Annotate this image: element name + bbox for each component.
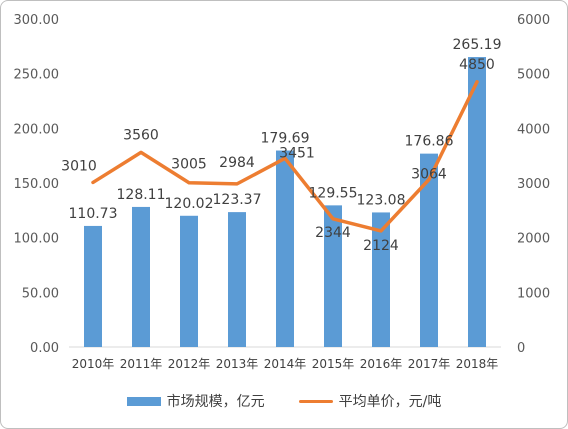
bar-data-label: 123.08 xyxy=(357,192,406,208)
line-data-label: 3064 xyxy=(411,167,447,183)
line-data-label: 3005 xyxy=(171,157,207,173)
bar xyxy=(420,153,438,347)
y-right-tick-label: 1000 xyxy=(517,286,550,301)
y-left-tick-label: 150.00 xyxy=(14,177,60,192)
y-right-tick-label: 4000 xyxy=(517,122,550,137)
y-right-tick-label: 3000 xyxy=(517,177,550,192)
bar-data-label: 128.11 xyxy=(117,187,166,203)
bar xyxy=(132,206,150,347)
line-data-label: 3560 xyxy=(123,127,159,143)
x-tick-label: 2014年 xyxy=(264,357,307,371)
x-tick-label: 2015年 xyxy=(312,357,355,371)
legend-swatch-line xyxy=(298,399,333,403)
line-point xyxy=(379,229,383,233)
line-point xyxy=(139,150,143,154)
y-right-tick-label: 0 xyxy=(517,341,525,356)
line-point xyxy=(91,180,95,184)
line-data-label: 2344 xyxy=(315,225,351,241)
line-point xyxy=(331,217,335,221)
y-right-tick-label: 6000 xyxy=(517,13,550,28)
line-point xyxy=(427,178,431,182)
line-point xyxy=(235,182,239,186)
x-tick-label: 2011年 xyxy=(120,357,163,371)
line-data-label: 4850 xyxy=(459,57,495,73)
legend-item-bar: 市场规模，亿元 xyxy=(126,391,265,411)
y-left-tick-label: 300.00 xyxy=(14,13,60,28)
legend-label-bar: 市场规模，亿元 xyxy=(166,394,265,410)
y-left-tick-label: 200.00 xyxy=(14,122,60,137)
bar xyxy=(324,205,342,347)
line-point xyxy=(283,156,287,160)
y-right-tick-label: 2000 xyxy=(517,232,550,247)
legend-swatch-bar xyxy=(126,396,161,406)
line-data-label: 3451 xyxy=(279,145,315,161)
bar-data-label: 123.37 xyxy=(213,192,262,208)
bar-data-label: 110.73 xyxy=(69,206,118,222)
x-tick-label: 2017年 xyxy=(408,357,451,371)
bar-data-label: 120.02 xyxy=(165,196,214,212)
bar xyxy=(372,212,390,347)
x-tick-label: 2013年 xyxy=(216,357,259,371)
x-tick-label: 2016年 xyxy=(360,357,403,371)
bar-data-label: 129.55 xyxy=(309,185,358,201)
bar xyxy=(84,225,102,347)
x-tick-label: 2012年 xyxy=(168,357,211,371)
bar-data-label: 176.86 xyxy=(405,134,454,150)
y-left-tick-label: 100.00 xyxy=(14,232,60,247)
x-tick-label: 2010年 xyxy=(72,357,115,371)
chart-legend: 市场规模，亿元 平均单价，元/吨 xyxy=(1,389,567,413)
bar xyxy=(228,212,246,347)
line-point xyxy=(475,80,479,84)
legend-label-line: 平均单价，元/吨 xyxy=(338,394,442,410)
y-left-tick-label: 0.00 xyxy=(30,341,59,356)
bar xyxy=(468,57,486,348)
bar xyxy=(180,215,198,347)
line-point xyxy=(187,181,191,185)
y-left-tick-label: 250.00 xyxy=(14,68,60,83)
bar xyxy=(276,150,294,347)
x-tick-label: 2018年 xyxy=(456,357,499,371)
bar-data-label: 265.19 xyxy=(453,37,502,53)
line-data-label: 2984 xyxy=(219,155,255,171)
line-data-label: 2124 xyxy=(363,238,399,254)
y-left-tick-label: 50.00 xyxy=(22,286,59,301)
line-data-label: 3010 xyxy=(61,158,97,174)
bar-data-label: 179.69 xyxy=(261,131,310,147)
legend-item-line: 平均单价，元/吨 xyxy=(298,391,442,411)
y-right-tick-label: 5000 xyxy=(517,68,550,83)
